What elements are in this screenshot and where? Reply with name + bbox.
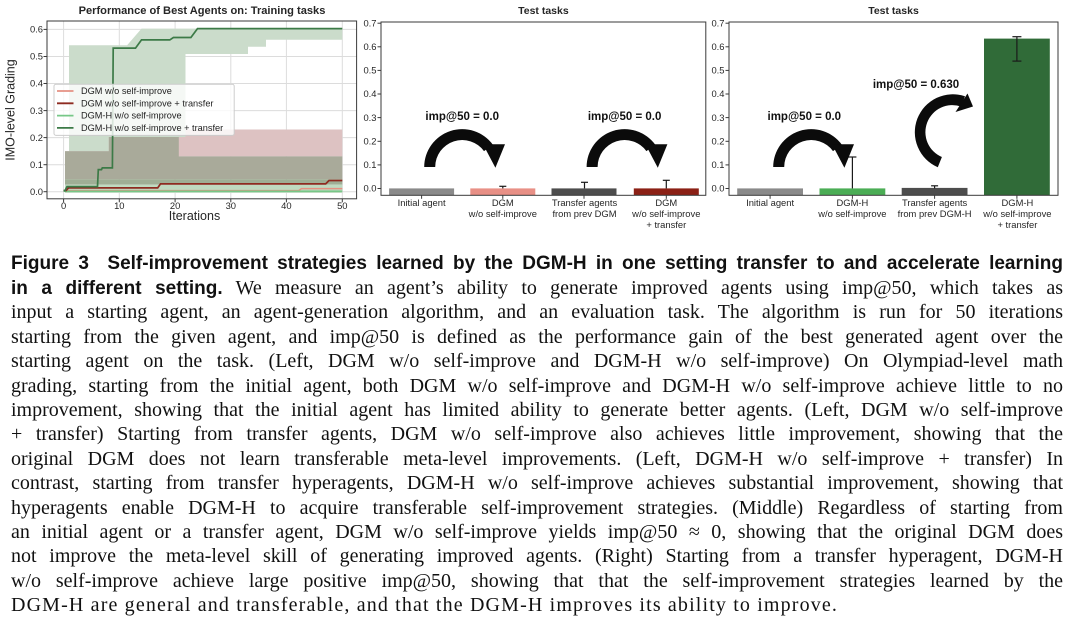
svg-text:DGM w/o self-improve + transfe: DGM w/o self-improve + transfer bbox=[81, 98, 214, 108]
svg-text:imp@50 = 0.630: imp@50 = 0.630 bbox=[873, 79, 959, 91]
svg-text:from prev DGM: from prev DGM bbox=[552, 208, 616, 219]
svg-text:0.3: 0.3 bbox=[30, 105, 43, 116]
svg-text:w/o self-improve: w/o self-improve bbox=[468, 208, 537, 219]
svg-text:0.2: 0.2 bbox=[30, 132, 43, 143]
svg-text:DGM-H w/o self-improve: DGM-H w/o self-improve bbox=[81, 111, 182, 121]
svg-text:0.4: 0.4 bbox=[711, 88, 724, 99]
svg-text:imp@50 = 0.0: imp@50 = 0.0 bbox=[425, 111, 499, 123]
svg-text:imp@50 = 0.0: imp@50 = 0.0 bbox=[588, 111, 662, 123]
svg-text:0.1: 0.1 bbox=[711, 159, 724, 170]
svg-text:w/o self-improve: w/o self-improve bbox=[982, 208, 1051, 219]
svg-text:30: 30 bbox=[226, 200, 236, 211]
svg-text:+ transfer: + transfer bbox=[646, 219, 686, 230]
svg-text:Test tasks: Test tasks bbox=[518, 5, 569, 17]
svg-text:DGM: DGM bbox=[492, 197, 514, 208]
svg-text:0.6: 0.6 bbox=[30, 24, 43, 35]
svg-text:10: 10 bbox=[114, 200, 124, 211]
svg-text:0.6: 0.6 bbox=[711, 41, 724, 52]
svg-text:Initial agent: Initial agent bbox=[398, 197, 446, 208]
svg-text:50: 50 bbox=[337, 200, 347, 211]
svg-text:Initial agent: Initial agent bbox=[746, 197, 794, 208]
svg-text:0.7: 0.7 bbox=[363, 17, 376, 28]
svg-text:IMO-level Grading: IMO-level Grading bbox=[4, 59, 18, 160]
svg-text:DGM w/o self-improve: DGM w/o self-improve bbox=[81, 86, 172, 96]
svg-text:0: 0 bbox=[61, 200, 66, 211]
svg-text:Iterations: Iterations bbox=[169, 209, 220, 223]
svg-text:0.3: 0.3 bbox=[711, 112, 724, 123]
svg-text:0.2: 0.2 bbox=[711, 136, 724, 147]
svg-text:DGM: DGM bbox=[655, 197, 677, 208]
svg-text:from prev DGM-H: from prev DGM-H bbox=[898, 208, 972, 219]
svg-text:0.4: 0.4 bbox=[30, 78, 43, 89]
svg-text:0.6: 0.6 bbox=[363, 41, 376, 52]
svg-text:w/o self-improve: w/o self-improve bbox=[817, 208, 886, 219]
svg-text:0.5: 0.5 bbox=[363, 65, 376, 76]
svg-text:+ transfer: + transfer bbox=[997, 219, 1037, 230]
svg-text:Test tasks: Test tasks bbox=[868, 5, 919, 17]
svg-text:0.0: 0.0 bbox=[363, 183, 376, 194]
svg-text:0.0: 0.0 bbox=[30, 186, 43, 197]
svg-text:w/o self-improve: w/o self-improve bbox=[631, 208, 700, 219]
svg-text:Transfer agents: Transfer agents bbox=[902, 197, 968, 208]
svg-text:DGM-H w/o self-improve + trans: DGM-H w/o self-improve + transfer bbox=[81, 123, 223, 133]
svg-text:0.7: 0.7 bbox=[711, 17, 724, 28]
svg-text:40: 40 bbox=[281, 200, 291, 211]
svg-text:0.5: 0.5 bbox=[711, 65, 724, 76]
svg-text:Transfer agents: Transfer agents bbox=[552, 197, 618, 208]
svg-text:DGM-H: DGM-H bbox=[1002, 197, 1034, 208]
svg-text:0.0: 0.0 bbox=[711, 183, 724, 194]
svg-text:0.5: 0.5 bbox=[30, 51, 43, 62]
svg-text:0.4: 0.4 bbox=[363, 88, 376, 99]
svg-text:0.2: 0.2 bbox=[363, 136, 376, 147]
svg-text:0.1: 0.1 bbox=[363, 159, 376, 170]
svg-text:Performance of Best Agents on:: Performance of Best Agents on: Training … bbox=[79, 5, 326, 17]
svg-text:imp@50 = 0.0: imp@50 = 0.0 bbox=[768, 111, 842, 123]
svg-text:DGM-H: DGM-H bbox=[837, 197, 869, 208]
svg-text:0.3: 0.3 bbox=[363, 112, 376, 123]
svg-text:20: 20 bbox=[170, 200, 180, 211]
svg-text:0.1: 0.1 bbox=[30, 159, 43, 170]
